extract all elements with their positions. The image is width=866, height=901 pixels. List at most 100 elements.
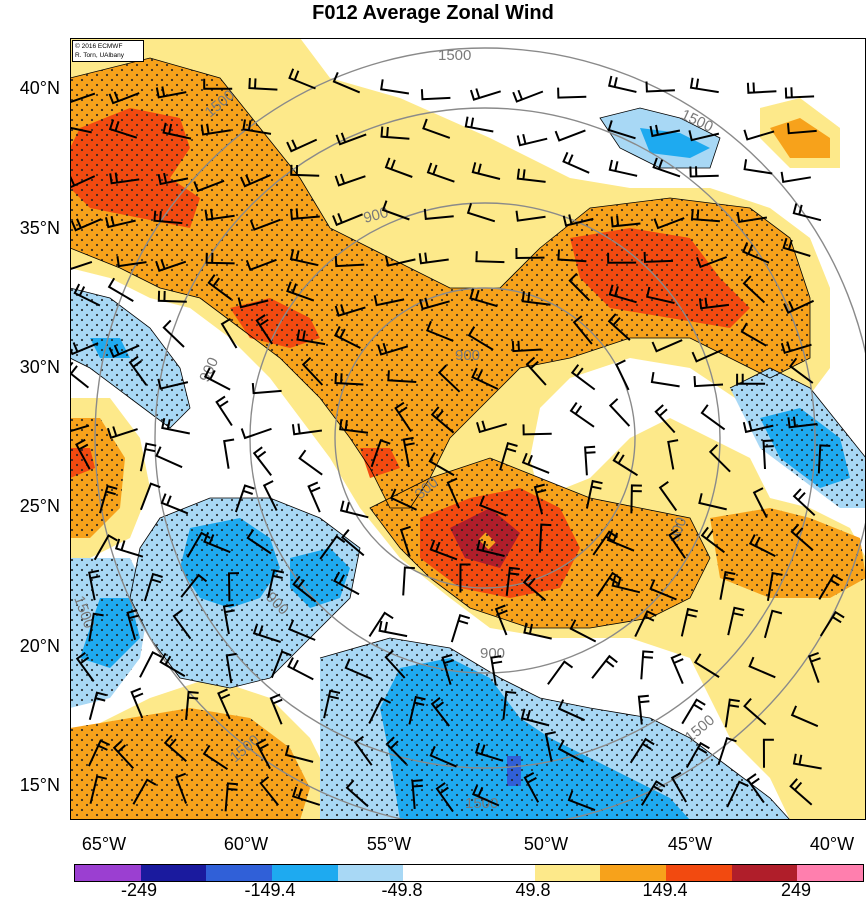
- wind-barb: [515, 247, 545, 260]
- wind-barb: [333, 571, 360, 596]
- wind-barb: [370, 439, 391, 468]
- ring-300: [334, 287, 636, 589]
- wind-barb: [334, 256, 365, 268]
- wind-barb: [727, 606, 745, 636]
- wind-barb: [743, 697, 767, 726]
- wind-barb: [567, 790, 596, 812]
- contour-label: 1500: [465, 795, 498, 812]
- wind-barb: [109, 172, 140, 185]
- wind-barb: [640, 650, 654, 680]
- wind-barb: [426, 320, 454, 342]
- wind-barb: [394, 401, 412, 433]
- wind-barb: [681, 698, 706, 725]
- wind-barb: [143, 572, 163, 602]
- wind-barb: [402, 436, 415, 468]
- wind-barbs: [70, 68, 845, 813]
- wind-barb: [99, 484, 118, 514]
- wind-barb: [490, 655, 503, 686]
- wind-barb: [502, 690, 517, 720]
- wind-barb: [746, 773, 765, 804]
- wind-barb: [75, 651, 95, 682]
- wind-barb: [334, 173, 366, 187]
- wind-barb: [408, 695, 426, 725]
- wind-barb: [161, 418, 190, 435]
- contour-label: 900: [480, 645, 505, 662]
- wind-barb: [690, 209, 720, 223]
- wind-barb: [368, 611, 394, 637]
- wind-barb: [740, 322, 767, 347]
- wind-barb: [608, 398, 631, 427]
- wind-barb: [307, 481, 321, 513]
- colorbar-swatch: [272, 865, 338, 881]
- wind-barb: [670, 653, 684, 684]
- wind-barb: [373, 295, 405, 307]
- wind-barb: [763, 609, 783, 639]
- colorbar-swatch: [140, 865, 207, 881]
- wind-barb: [222, 603, 235, 635]
- wind-barb: [646, 286, 675, 304]
- lon-label: 55°W: [366, 834, 412, 854]
- wind-field-map: 1500 1500 1500 900 900 900 900 900 900 3…: [70, 38, 866, 820]
- colorbar-swatch: [469, 865, 535, 881]
- wind-barb: [251, 383, 282, 395]
- wind-barb: [162, 319, 185, 348]
- colorbar-swatch: [337, 865, 404, 881]
- wind-barb: [787, 123, 817, 135]
- wind-barb: [319, 535, 346, 560]
- wind-barb: [234, 484, 255, 513]
- wind-barb: [693, 376, 724, 388]
- wind-barb: [107, 277, 134, 302]
- contour-label: 900: [455, 347, 480, 364]
- wind-barb: [724, 698, 740, 728]
- wind-barb: [693, 653, 720, 678]
- wind-barb: [608, 284, 637, 304]
- wind-barb: [792, 203, 822, 222]
- wind-barb: [284, 744, 314, 763]
- wind-barb: [469, 288, 498, 308]
- contour-outlines: [70, 57, 866, 820]
- wind-barb: [476, 420, 507, 434]
- lon-label: 65°W: [81, 834, 127, 854]
- wind-barb: [782, 237, 811, 257]
- wind-barb: [246, 529, 272, 555]
- wind-barb: [223, 438, 235, 469]
- wind-barb: [645, 81, 675, 93]
- wind-barb: [746, 82, 777, 94]
- wind-barb: [289, 249, 319, 267]
- wind-barb: [205, 252, 235, 265]
- wind-barb: [471, 162, 501, 180]
- wind-barb: [689, 166, 719, 178]
- wind-barb: [634, 610, 657, 638]
- wind-barb: [608, 75, 637, 93]
- wind-barb: [298, 449, 323, 476]
- wind-barb: [607, 252, 637, 264]
- wind-barb: [267, 569, 285, 599]
- wind-barb: [384, 255, 416, 267]
- wind-barb: [557, 249, 587, 263]
- wind-barb: [700, 404, 726, 431]
- wind-barb: [608, 159, 638, 177]
- wind-barb: [680, 607, 699, 637]
- wind-barb: [610, 215, 641, 228]
- wind-barb: [185, 690, 199, 720]
- lat-label: 40°N: [19, 78, 60, 98]
- wind-barb: [157, 290, 187, 303]
- wind-barb: [471, 784, 500, 807]
- wind-barb: [252, 623, 282, 643]
- ring-1500: [94, 47, 866, 820]
- wind-barb: [748, 534, 776, 557]
- wind-barb: [523, 622, 552, 640]
- map-panel: 1500 1500 1500 900 900 900 900 900 900 3…: [70, 38, 866, 820]
- wind-barb: [667, 439, 679, 470]
- colorbar-tick-label: -149.4: [244, 880, 296, 900]
- wind-barb: [193, 179, 225, 193]
- wind-barb: [389, 488, 418, 511]
- wind-barb: [384, 157, 413, 178]
- wind-barb: [203, 78, 233, 90]
- wind-barb: [411, 779, 423, 809]
- wind-barb: [629, 737, 655, 764]
- wind-barb: [792, 753, 822, 770]
- wind-barb: [203, 367, 231, 391]
- wind-barb: [323, 689, 341, 719]
- wind-barb: [225, 652, 237, 684]
